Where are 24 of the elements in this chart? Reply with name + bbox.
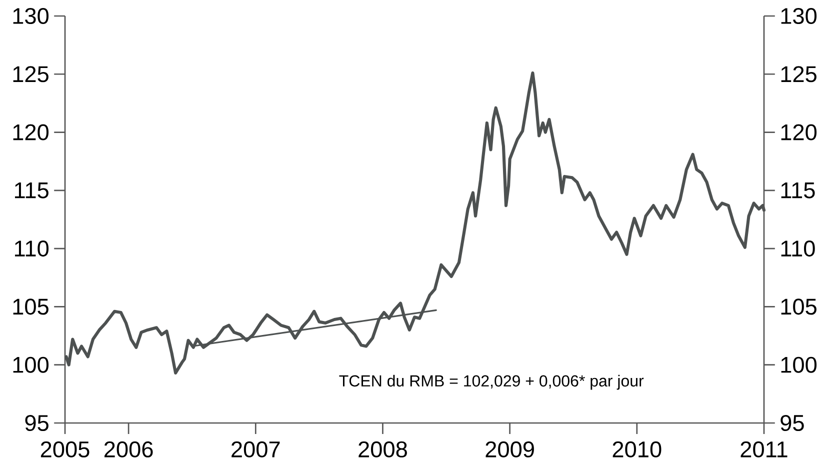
- y2-tick-label: 120: [13, 124, 49, 140]
- y2-tick-label: 115: [15, 182, 48, 198]
- y-tick-label: 95: [780, 414, 804, 432]
- y2-tick-label: 110: [15, 240, 49, 257]
- y-tick-label: 105: [781, 298, 816, 315]
- x-tick-label: 2005: [40, 441, 90, 458]
- y-tick-label: 120: [781, 124, 817, 140]
- y2-tick-label: 105: [13, 298, 48, 315]
- y2-tick-label: 95: [25, 414, 48, 432]
- x-tick-label: 2010: [612, 441, 662, 458]
- y2-tick-label: 125: [13, 66, 48, 82]
- x-tick-label: 2006: [104, 441, 153, 458]
- y-tick-label: 130: [781, 8, 817, 24]
- y-tick-label: 115: [781, 182, 815, 198]
- y2-tick-label: 100: [13, 356, 49, 373]
- y-tick-label: 125: [781, 66, 816, 82]
- y-tick-label: 110: [781, 240, 815, 257]
- annotation: TCEN du RMB = 102,029 + 0,006* par jour: [339, 374, 644, 390]
- y-tick-label: 100: [781, 356, 817, 373]
- x-tick-label: 2008: [358, 441, 407, 458]
- x-tick-label: 2007: [232, 441, 280, 458]
- y2-tick-label: 130: [13, 8, 49, 24]
- x-tick-label: 2009: [486, 441, 534, 458]
- x-tick-label: 2011: [740, 441, 788, 458]
